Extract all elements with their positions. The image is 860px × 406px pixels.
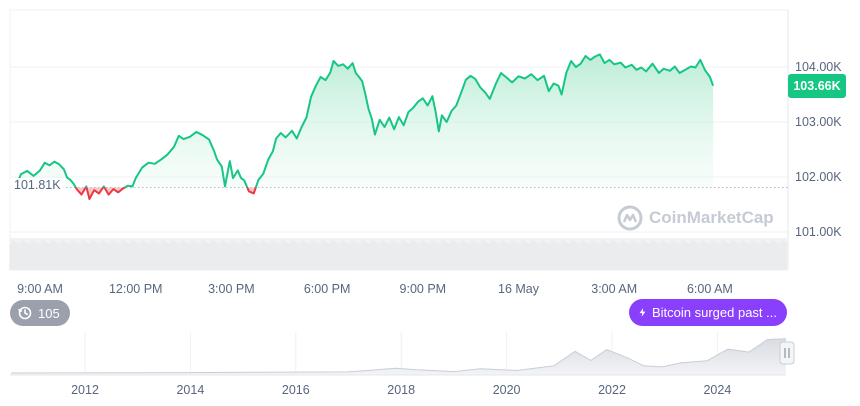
current-price-tag: 103.66K [788,73,846,98]
x-axis: 9:00 AM 12:00 PM 3:00 PM 6:00 PM 9:00 PM 16 M… [17,282,733,296]
x-tick-label: 6:00 PM [304,282,351,296]
lightning-bolt-icon [639,308,646,317]
watermark-text: CoinMarketCap [649,208,774,227]
x-tick-label: 16 May [498,282,540,296]
news-text: Bitcoin surged past ... [651,305,777,320]
navigator-axis: 2012 2014 2016 2018 2020 2022 2024 [71,383,731,397]
navigator-tick-label: 2024 [703,383,731,397]
area-above-reference [16,54,714,188]
y-tick-label: 102.00K [795,170,842,184]
price-line-above [15,53,715,188]
events-button[interactable]: 105 [10,300,70,326]
navigator-line [11,338,786,374]
area-below-reference [75,187,256,199]
navigator-tick-label: 2012 [71,383,99,397]
x-tick-label: 9:00 AM [17,282,63,296]
drag-handle-icon[interactable] [779,341,795,365]
volume-band [10,238,788,270]
history-icon [18,306,32,320]
volume-bars [9,238,788,270]
navigator-tick-label: 2022 [598,383,626,397]
price-areas [16,54,714,199]
navigator-area [11,338,786,375]
range-navigator[interactable] [10,332,795,376]
navigator-tick-label: 2018 [387,383,415,397]
x-tick-label: 9:00 PM [400,282,447,296]
x-tick-label: 12:00 PM [109,282,163,296]
y-tick-label: 104.00K [795,60,842,74]
events-count: 105 [38,305,60,321]
x-tick-label: 3:00 PM [208,282,255,296]
navigator-tick-label: 2014 [176,383,204,397]
navigator-tick-label: 2016 [282,383,310,397]
coinmarketcap-logo-icon [617,205,643,231]
reference-price-label: 101.81K [10,178,65,193]
x-tick-label: 6:00 AM [687,282,733,296]
y-axis: 104.00K 103.00K 102.00K 101.00K [795,60,842,239]
y-tick-label: 103.00K [795,115,842,129]
navigator-tick-label: 2020 [493,383,521,397]
news-button[interactable]: Bitcoin surged past ... [629,299,787,326]
drag-handle-body [779,341,795,365]
x-tick-label: 3:00 AM [591,282,637,296]
watermark: CoinMarketCap [617,205,774,231]
y-tick-label: 101.00K [795,225,842,239]
price-lines [10,53,788,200]
